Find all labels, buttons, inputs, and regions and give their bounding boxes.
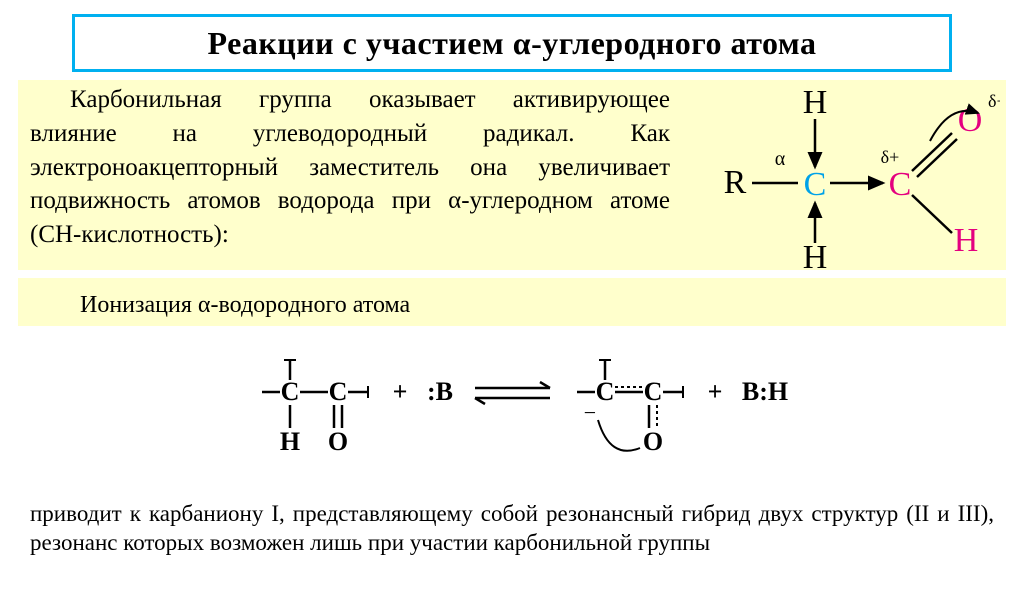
paragraph-intro-text: Карбонильная группа оказывает активирующ… [30, 86, 670, 248]
page-title: Реакции с участием α-углеродного атома [208, 25, 817, 62]
rxn-plus1: + [393, 377, 408, 406]
paragraph-conclusion: приводит к карбаниону I, представляющему… [30, 500, 994, 558]
reaction-scheme: C C H O + :B [240, 340, 840, 480]
alpha-label: α [775, 148, 786, 170]
subheading-prefix: Ионизация [80, 292, 198, 318]
title-box: Реакции с участием α-углеродного атома [72, 14, 952, 72]
rxn-left-C1: C [281, 377, 300, 406]
subheading-alpha: α- [198, 292, 219, 318]
chemical-structure: R α C H H δ+ C O δ− [720, 83, 1000, 273]
rxn-right-C2: C [644, 377, 663, 406]
rxn-left-O: O [328, 427, 348, 456]
atom-C-alpha: C [804, 166, 827, 203]
rxn-base: :B [427, 377, 453, 406]
rxn-right-C1: C [596, 377, 615, 406]
rxn-left-H: H [280, 427, 300, 456]
atom-O: O [958, 102, 983, 139]
rxn-right-O: O [643, 427, 663, 456]
rxn-left-C2: C [329, 377, 348, 406]
delta-plus: δ+ [881, 147, 900, 167]
rxn-BH: B:H [742, 377, 788, 406]
rxn-minus: − [584, 400, 596, 425]
atom-H-aldehyde: H [954, 222, 979, 259]
paragraph-intro: Карбонильная группа оказывает активирующ… [30, 83, 670, 252]
subheading: Ионизация α-водородного атома [80, 292, 410, 319]
atom-H-bottom: H [803, 239, 828, 273]
subheading-rest: водородного атома [218, 292, 410, 318]
delta-minus: δ− [988, 91, 1000, 111]
atom-H-top: H [803, 84, 828, 121]
atom-R: R [724, 164, 747, 201]
atom-C-carbonyl: C [889, 166, 912, 203]
rxn-plus2: + [708, 377, 723, 406]
